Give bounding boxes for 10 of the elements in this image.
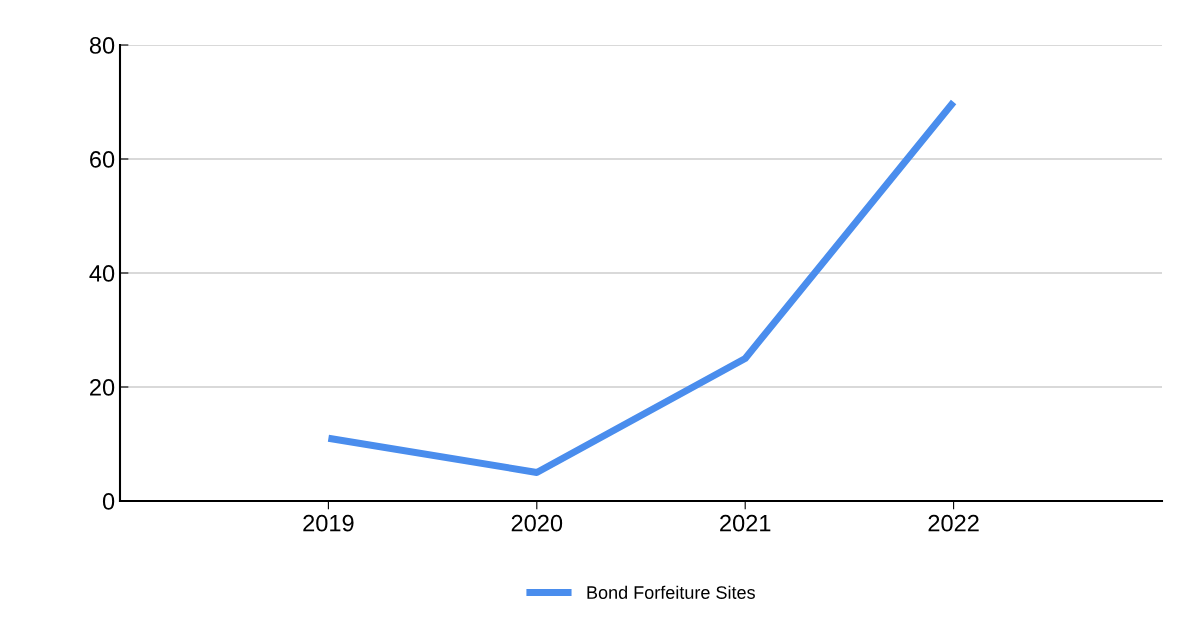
x-tick-label: 2020 — [511, 514, 563, 532]
x-tick-label: 2022 — [928, 514, 979, 532]
y-tick-label: 20 — [90, 379, 115, 396]
x-tick-label: 2019 — [303, 514, 354, 532]
x-tick-label: 2021 — [720, 514, 771, 532]
y-tick-label: 40 — [89, 265, 115, 282]
y-tick-label: 0 — [102, 493, 115, 510]
y-tick-label: 80 — [89, 37, 115, 54]
y-tick-label: 60 — [90, 151, 115, 168]
legend-label: Bond Forfeiture Sites — [587, 585, 755, 599]
